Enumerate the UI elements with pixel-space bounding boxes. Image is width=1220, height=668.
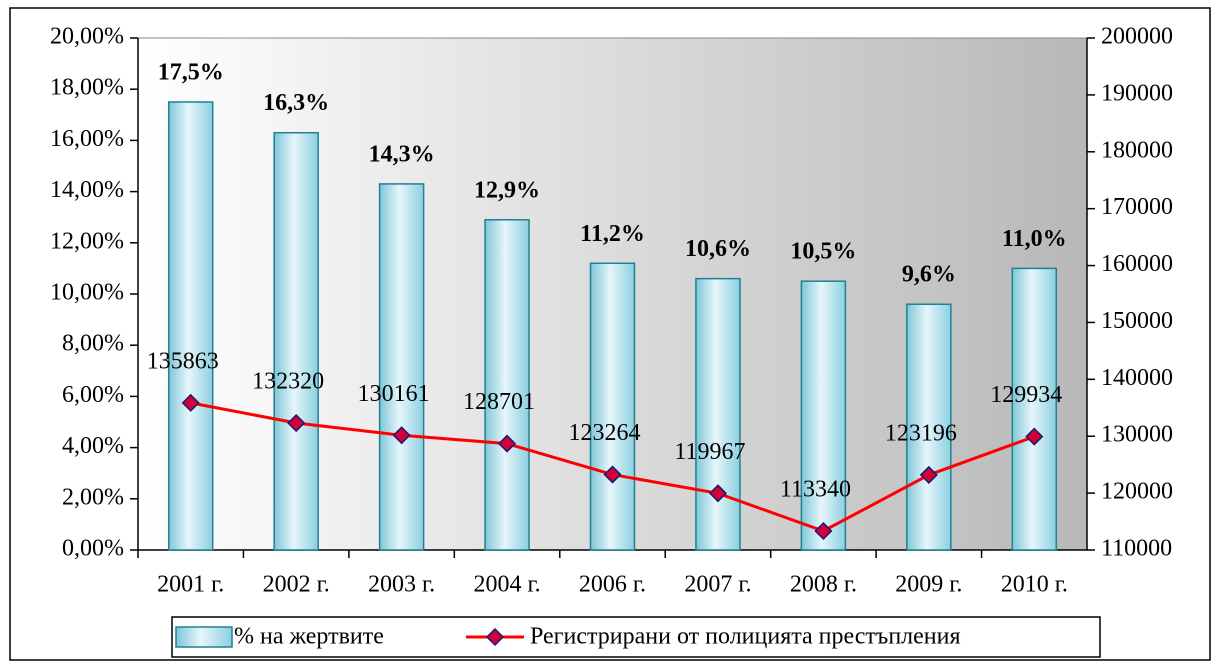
y-tick-label: 8,00% <box>62 331 124 357</box>
legend-marker <box>485 627 505 647</box>
y2-tick-label: 170000 <box>1101 194 1173 220</box>
line-marker <box>708 484 728 503</box>
line-marker <box>919 465 938 484</box>
y-tick-label: 2,00% <box>62 484 124 510</box>
x-tick-label: 2001 г. <box>157 572 224 598</box>
line-value-label: 128701 <box>463 389 535 415</box>
legend-label: % на жертвите <box>234 624 384 650</box>
x-tick-label: 2004 г. <box>473 572 540 598</box>
line-marker <box>603 465 622 484</box>
y-tick-label: 12,00% <box>50 228 124 254</box>
x-tick-label: 2010 г. <box>1001 572 1068 598</box>
line-marker <box>181 393 200 412</box>
line-value-label: 129934 <box>990 382 1062 408</box>
line-value-label: 135863 <box>147 348 219 374</box>
x-tick-label: 2003 г. <box>368 572 435 598</box>
bar <box>1011 267 1058 551</box>
bar-value-label: 10,5% <box>790 239 856 265</box>
bar <box>800 280 847 551</box>
y2-tick-label: 130000 <box>1101 422 1173 448</box>
bar <box>589 262 636 551</box>
y-tick-label: 18,00% <box>50 75 124 101</box>
x-tick-label: 2009 г. <box>895 572 962 598</box>
bar <box>167 101 214 551</box>
y-tick-label: 6,00% <box>62 382 124 408</box>
y-tick-label: 10,00% <box>50 280 124 306</box>
line-marker <box>287 413 306 433</box>
line-marker <box>814 521 833 541</box>
y2-tick-label: 110000 <box>1101 536 1172 562</box>
x-tick-label: 2008 г. <box>790 572 857 598</box>
bar-value-label: 14,3% <box>369 141 435 167</box>
y-tick-label: 16,00% <box>50 126 124 152</box>
x-tick-label: 2007 г. <box>684 572 751 598</box>
y2-tick-label: 160000 <box>1101 251 1173 277</box>
line-value-label: 123264 <box>569 420 641 446</box>
y-tick-label: 14,00% <box>50 177 124 203</box>
bar <box>378 183 425 551</box>
line-marker <box>392 426 411 445</box>
y2-tick-label: 150000 <box>1101 308 1173 334</box>
y-tick-label: 0,00% <box>62 536 124 562</box>
bar <box>484 219 530 551</box>
bar-value-label: 11,2% <box>580 221 645 247</box>
x-tick-label: 2002 г. <box>263 572 330 598</box>
line-marker <box>1025 427 1044 446</box>
bar <box>273 131 319 551</box>
legend-swatch <box>175 626 233 648</box>
legend-box <box>171 616 1101 658</box>
y-tick-label: 4,00% <box>62 433 124 459</box>
legend-label: Регистрирани от полицията престъпления <box>530 624 961 650</box>
line-marker <box>497 434 517 453</box>
bar <box>906 303 952 551</box>
bar-value-label: 17,5% <box>158 60 224 86</box>
line-value-label: 113340 <box>780 476 851 502</box>
y2-tick-label: 200000 <box>1101 24 1173 50</box>
y2-tick-label: 190000 <box>1101 80 1173 106</box>
y2-tick-label: 140000 <box>1101 365 1173 391</box>
line-value-label: 130161 <box>358 381 430 407</box>
y-tick-label: 20,00% <box>50 24 124 50</box>
x-tick-label: 2006 г. <box>579 572 646 598</box>
y2-tick-label: 120000 <box>1101 479 1173 505</box>
bar-value-label: 12,9% <box>474 177 540 203</box>
chart-border <box>9 7 1211 661</box>
line-value-label: 132320 <box>252 369 324 395</box>
line-value-label: 119967 <box>674 439 745 465</box>
bar <box>695 277 741 551</box>
bar-value-label: 16,3% <box>263 90 329 116</box>
line-value-label: 123196 <box>885 420 957 446</box>
bar-value-label: 10,6% <box>685 236 751 262</box>
bar-value-label: 11,0% <box>1002 226 1067 252</box>
bar-value-label: 9,6% <box>902 262 956 288</box>
y2-tick-label: 180000 <box>1101 137 1173 163</box>
